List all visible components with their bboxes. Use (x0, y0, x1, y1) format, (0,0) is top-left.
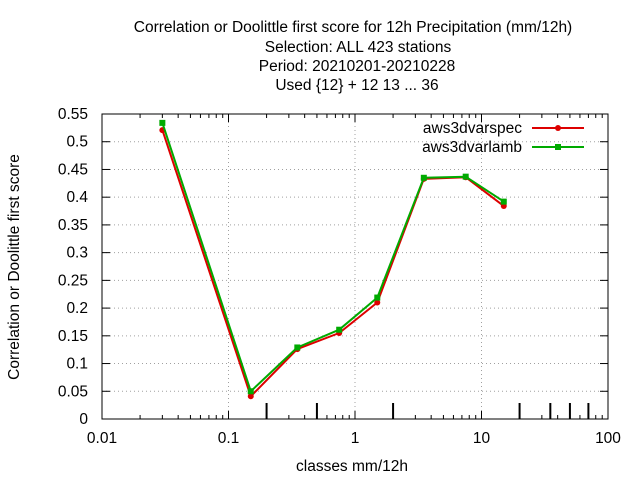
x-tick-labels: 0.01 0.1 1 10 100 (87, 430, 621, 447)
series-aws3dvarspec (159, 127, 507, 400)
data-point (336, 326, 343, 333)
title-line-1: Correlation or Doolittle first score for… (134, 19, 572, 36)
series-aws3dvarlamb (159, 119, 507, 395)
series-line (161, 122, 505, 393)
plot-frame (101, 113, 609, 420)
x-tick-label: 0.1 (218, 430, 240, 447)
legend-label: aws3dvarlamb (422, 139, 522, 156)
legend-label: aws3dvarspec (423, 120, 522, 137)
series-lines (159, 119, 507, 400)
data-point (420, 174, 427, 181)
y-tick-label: 0.15 (58, 328, 88, 345)
data-point (294, 344, 301, 351)
data-point (462, 173, 469, 180)
data-point (500, 198, 507, 205)
y-tick-label: 0.05 (58, 383, 88, 400)
data-point (374, 294, 381, 301)
y-tick-label: 0.45 (58, 161, 88, 178)
legend-marker (555, 125, 561, 131)
legend: aws3dvarspec aws3dvarlamb (422, 120, 584, 156)
y-tick-label: 0.25 (58, 272, 88, 289)
title-line-3: Period: 20210201-20210228 (259, 58, 456, 75)
y-tick-label: 0 (79, 411, 88, 428)
title-line-4: Used {12} + 12 13 ... 36 (275, 77, 438, 94)
x-tick-label: 1 (351, 430, 360, 447)
y-tick-label: 0.2 (66, 300, 88, 317)
chart-title: Correlation or Doolittle first score for… (134, 19, 572, 94)
data-point (247, 388, 254, 395)
data-point (247, 393, 254, 400)
y-tick-label: 0.55 (58, 106, 88, 123)
grid (102, 114, 608, 419)
x-tick-label: 10 (473, 430, 491, 447)
title-line-2: Selection: ALL 423 stations (265, 39, 452, 56)
y-tick-label: 0.3 (66, 245, 88, 262)
y-tick-label: 0.5 (66, 134, 88, 151)
y-tick-label: 0.35 (58, 217, 88, 234)
data-point (159, 119, 166, 126)
x-axis-label: classes mm/12h (296, 458, 408, 475)
data-point (374, 299, 381, 306)
series-line (161, 129, 505, 398)
y-tick-labels: 0 0.05 0.1 0.15 0.2 0.25 0.3 0.35 0.4 0.45 0.5 0.55 (58, 106, 89, 428)
x-tick-label: 100 (595, 430, 621, 447)
legend-marker (555, 144, 561, 150)
x-tick-label: 0.01 (87, 430, 117, 447)
y-tick-label: 0.1 (66, 356, 88, 373)
class-markers (265, 403, 590, 419)
y-tick-label: 0.4 (66, 189, 88, 206)
y-axis-label: Correlation or Doolittle first score (6, 154, 23, 380)
